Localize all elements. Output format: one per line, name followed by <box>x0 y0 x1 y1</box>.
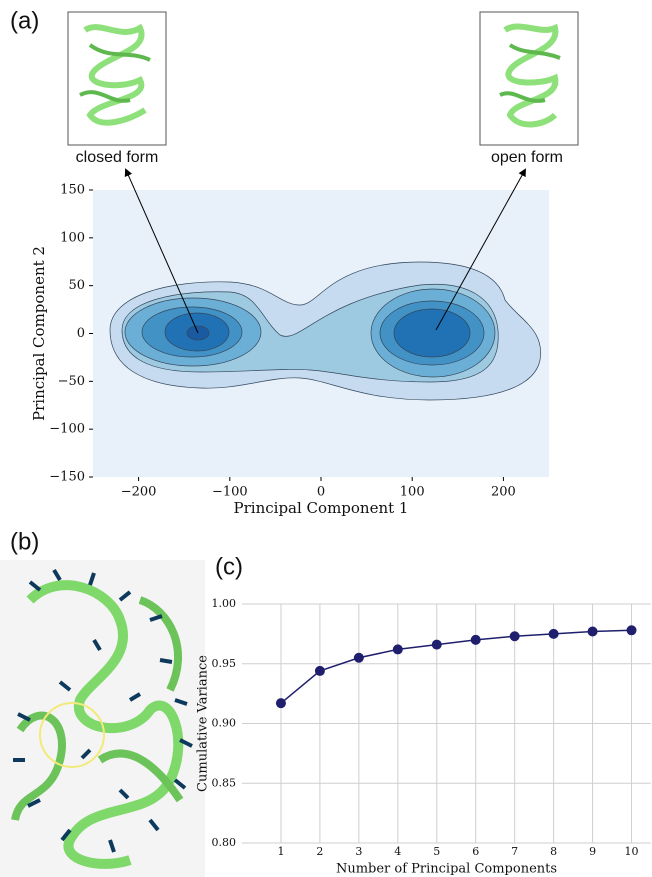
protein-thumbnail <box>68 12 166 145</box>
protein-vector-illustration <box>0 560 205 877</box>
x-tick-label: 1 <box>277 845 284 858</box>
protein-thumbnail <box>480 12 578 145</box>
y-tick-label: 0.95 <box>212 657 237 670</box>
x-tick-label: 2 <box>316 845 323 858</box>
x-tick-label: 4 <box>394 845 401 858</box>
panel-label: (a) <box>10 7 39 34</box>
y-tick-label: 0.85 <box>212 776 237 789</box>
y-axis-label: Cumulative Variance <box>196 655 211 792</box>
y-tick-label: 0.80 <box>212 836 237 849</box>
data-point <box>627 625 637 635</box>
y-tick-label: 50 <box>68 278 85 293</box>
y-tick-label: −100 <box>49 422 85 437</box>
data-point <box>549 629 559 639</box>
x-tick-label: 0 <box>317 485 325 500</box>
panel-label: (c) <box>215 553 243 580</box>
x-tick-label: 9 <box>589 845 596 858</box>
data-point <box>393 644 403 654</box>
page: {"panel_labels": ["(a)", "(b)", "(c)"], … <box>0 0 652 877</box>
y-tick-label: 150 <box>60 183 85 198</box>
figure: (a) (b) (c) closed form open form −150 −1… <box>0 0 652 877</box>
y-tick-label: −150 <box>49 470 85 485</box>
y-tick-label: 1.00 <box>212 597 237 610</box>
contour-level <box>394 309 470 357</box>
x-tick-label: 7 <box>511 845 518 858</box>
data-point <box>276 698 286 708</box>
y-tick-label: 100 <box>60 230 85 245</box>
x-tick-label: 6 <box>472 845 479 858</box>
x-tick-label: 100 <box>400 485 425 500</box>
x-tick-label: 3 <box>355 845 362 858</box>
x-tick-label: 8 <box>550 845 557 858</box>
x-tick-label: 10 <box>625 845 639 858</box>
y-axis-label: Principal Component 2 <box>30 246 48 421</box>
x-tick-label: −200 <box>121 485 157 500</box>
data-point <box>588 626 598 636</box>
x-axis-label: Principal Component 1 <box>234 499 409 517</box>
data-point <box>471 635 481 645</box>
annotation: open form <box>491 149 563 166</box>
x-tick-label: 5 <box>433 845 440 858</box>
data-point <box>510 631 520 641</box>
data-point <box>315 666 325 676</box>
x-tick-label: −100 <box>212 485 248 500</box>
data-point <box>354 653 364 663</box>
annotation: closed form <box>76 149 159 166</box>
x-tick-label: 200 <box>491 485 516 500</box>
x-axis-label: Number of Principal Components <box>336 862 557 877</box>
panel-label: (b) <box>10 528 39 555</box>
y-tick-label: −50 <box>58 374 85 389</box>
y-tick-label: 0.90 <box>212 717 237 730</box>
data-line <box>281 630 632 703</box>
data-point <box>432 640 442 650</box>
y-tick-label: 0 <box>77 326 85 341</box>
